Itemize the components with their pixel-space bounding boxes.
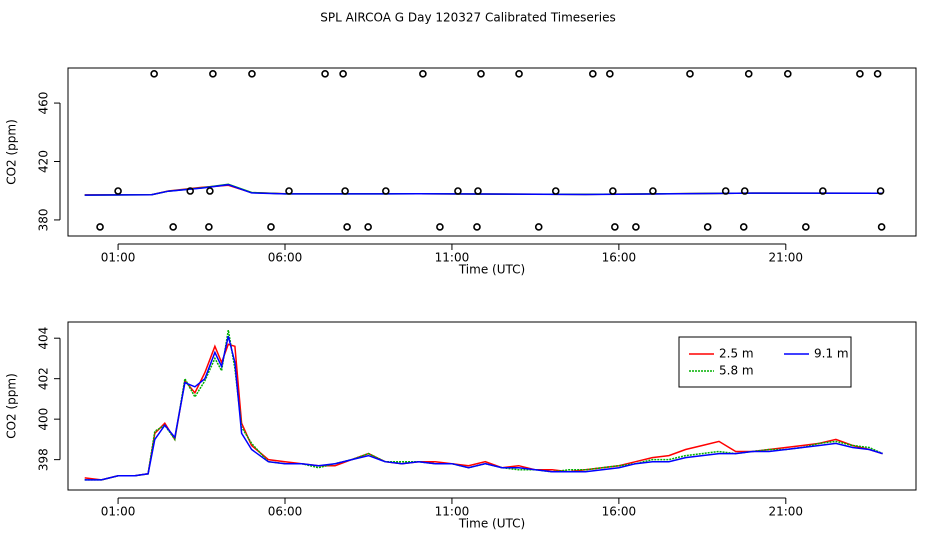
point	[205, 223, 213, 231]
y-tick-label: 402	[37, 367, 51, 390]
plot-frame	[67, 321, 917, 491]
x-tick-label: 11:00	[435, 505, 470, 519]
point	[285, 187, 293, 195]
point	[186, 187, 194, 195]
point	[96, 223, 104, 231]
x-tick-label: 11:00	[435, 251, 470, 265]
legend-box	[678, 336, 852, 388]
point	[267, 223, 275, 231]
point	[321, 70, 329, 78]
point	[740, 187, 749, 195]
x-tick-label: 16:00	[602, 505, 637, 519]
point	[609, 187, 617, 195]
point	[150, 70, 158, 78]
point	[686, 70, 694, 78]
y-tick-label: 404	[37, 327, 51, 350]
point	[589, 70, 597, 78]
point	[876, 187, 885, 195]
point	[632, 223, 640, 231]
point	[802, 223, 810, 231]
legend-label: 9.1 m	[814, 347, 849, 361]
x-tick-label: 16:00	[602, 251, 637, 265]
y-axis-label: CO2 (ppm)	[5, 373, 19, 439]
point	[551, 187, 560, 195]
series-line	[84, 343, 883, 481]
point	[364, 223, 372, 231]
y-tick-label: 398	[37, 448, 51, 471]
point	[606, 70, 614, 78]
legend-label: 5.8 m	[719, 364, 754, 378]
point	[515, 70, 523, 78]
x-axis-label: Time (UTC)	[458, 517, 525, 531]
point	[343, 223, 351, 231]
point	[739, 223, 748, 231]
x-tick-label: 06:00	[268, 505, 303, 519]
point	[114, 187, 122, 195]
point	[382, 187, 390, 195]
y-tick-label: 460	[37, 92, 51, 115]
x-tick-label: 21:00	[768, 505, 803, 519]
chart-title: SPL AIRCOA G Day 120327 Calibrated Times…	[320, 11, 615, 25]
y-tick-label: 420	[37, 150, 51, 173]
point	[339, 70, 347, 78]
point	[721, 187, 730, 195]
point	[419, 70, 427, 78]
point	[703, 223, 712, 231]
point	[341, 187, 349, 195]
point	[649, 187, 657, 195]
point	[534, 223, 543, 231]
series-line	[84, 183, 883, 196]
legend: 2.5 m 5.8 m 9.1 m	[678, 336, 852, 388]
y-tick-label: 380	[37, 208, 51, 231]
x-tick-label: 01:00	[101, 505, 136, 519]
point	[474, 187, 482, 195]
point	[206, 187, 214, 195]
x-axis-label: Time (UTC)	[458, 263, 525, 277]
point	[454, 187, 462, 195]
x-tick-label: 21:00	[768, 251, 803, 265]
y-axis-label: CO2 (ppm)	[5, 119, 19, 185]
point	[819, 187, 827, 195]
x-tick-label: 06:00	[268, 251, 303, 265]
plot-frame	[67, 67, 917, 237]
series-line	[84, 336, 883, 481]
point	[873, 70, 882, 78]
point	[783, 70, 792, 78]
point	[611, 223, 619, 231]
point	[473, 223, 481, 231]
point	[477, 70, 485, 78]
point	[856, 70, 864, 78]
point	[169, 223, 177, 231]
point	[436, 223, 444, 231]
legend-label: 2.5 m	[719, 347, 754, 361]
point	[877, 223, 886, 231]
point	[248, 70, 256, 78]
y-tick-label: 400	[37, 408, 51, 431]
point	[209, 70, 217, 78]
point	[744, 70, 753, 78]
x-tick-label: 01:00	[101, 251, 136, 265]
